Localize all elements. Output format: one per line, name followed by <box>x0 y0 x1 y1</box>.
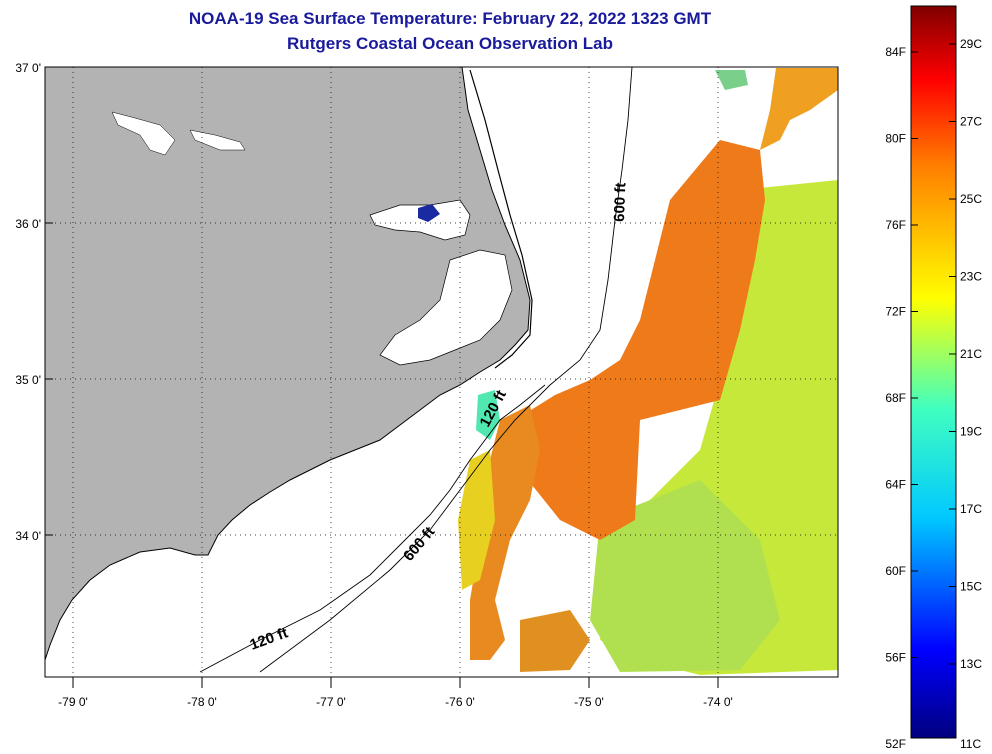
colorbar-c-label: 29C <box>960 37 982 51</box>
reservoir <box>189 129 246 151</box>
lon-label: -79 0' <box>58 695 88 709</box>
colorbar-c-label: 17C <box>960 502 982 516</box>
lat-lon-grid <box>45 66 838 688</box>
lon-label: -74 0' <box>703 695 733 709</box>
isobath-label-600ft-north: 600 ft <box>611 182 629 222</box>
map-border <box>44 66 839 678</box>
albemarle-sound <box>369 199 471 241</box>
sst-patch-gulfstream <box>515 140 765 540</box>
sst-patch-shelf-warm <box>470 405 540 660</box>
colorbar-c-label: 11C <box>960 737 981 751</box>
colorbar-c-label: 15C <box>960 580 982 594</box>
colorbar-f-label: 68F <box>885 391 906 405</box>
colorbar-c-label: 23C <box>960 270 982 284</box>
sst-patch-shelf-yellow <box>458 450 495 590</box>
colorbar-f-label: 80F <box>885 132 906 146</box>
map-title: NOAA-19 Sea Surface Temperature: Februar… <box>188 9 712 28</box>
colorbar-celsius-labels: 29C 27C 25C 23C 21C 19C 17C 15C 13C 11C <box>949 37 982 751</box>
colorbar <box>910 5 957 739</box>
lon-label: -77 0' <box>316 695 346 709</box>
barrier-islands <box>469 69 533 369</box>
lat-label: 36 0' <box>15 217 41 231</box>
longitude-labels: -79 0' -78 0' -77 0' -76 0' -75 0' -74 0' <box>58 695 733 709</box>
sst-data-layer <box>458 68 838 675</box>
colorbar-c-label: 25C <box>960 192 982 206</box>
colorbar-f-label: 56F <box>885 651 906 665</box>
sst-patch-warm-north <box>760 68 838 150</box>
isobath-120ft <box>199 384 546 673</box>
latitude-labels: 37 0' 36 0' 35 0' 34 0' <box>15 61 41 543</box>
isobath-600ft <box>259 67 633 673</box>
lon-label: -76 0' <box>445 695 475 709</box>
lon-label: -78 0' <box>187 695 217 709</box>
colorbar-f-label: 76F <box>885 218 906 232</box>
lat-label: 34 0' <box>15 529 41 543</box>
colorbar-f-label: 84F <box>885 45 906 59</box>
map-subtitle: Rutgers Coastal Ocean Observation Lab <box>287 34 613 53</box>
pamlico-sound <box>379 249 513 366</box>
lat-label: 35 0' <box>15 373 41 387</box>
colorbar-f-label: 64F <box>885 478 906 492</box>
colorbar-f-label: 52F <box>885 737 906 751</box>
lat-label: 37 0' <box>15 61 41 75</box>
colorbar-c-label: 19C <box>960 425 982 439</box>
sst-patch-greenish-north <box>715 70 748 90</box>
lon-label: -75 0' <box>574 695 604 709</box>
sound-blue-patch <box>418 204 440 222</box>
colorbar-fahrenheit-labels: 84F 80F 76F 72F 68F 64F 60F 56F 52F <box>885 45 918 751</box>
sst-patch-south-orange <box>520 610 590 672</box>
colorbar-c-label: 21C <box>960 347 982 361</box>
colorbar-c-label: 27C <box>960 115 982 129</box>
isobath-lines <box>199 67 633 673</box>
sst-patch-cool-south <box>590 480 780 672</box>
lake-drummond <box>111 111 176 156</box>
colorbar-c-label: 13C <box>960 657 982 671</box>
colorbar-f-label: 60F <box>885 564 906 578</box>
colorbar-f-label: 72F <box>885 305 906 319</box>
